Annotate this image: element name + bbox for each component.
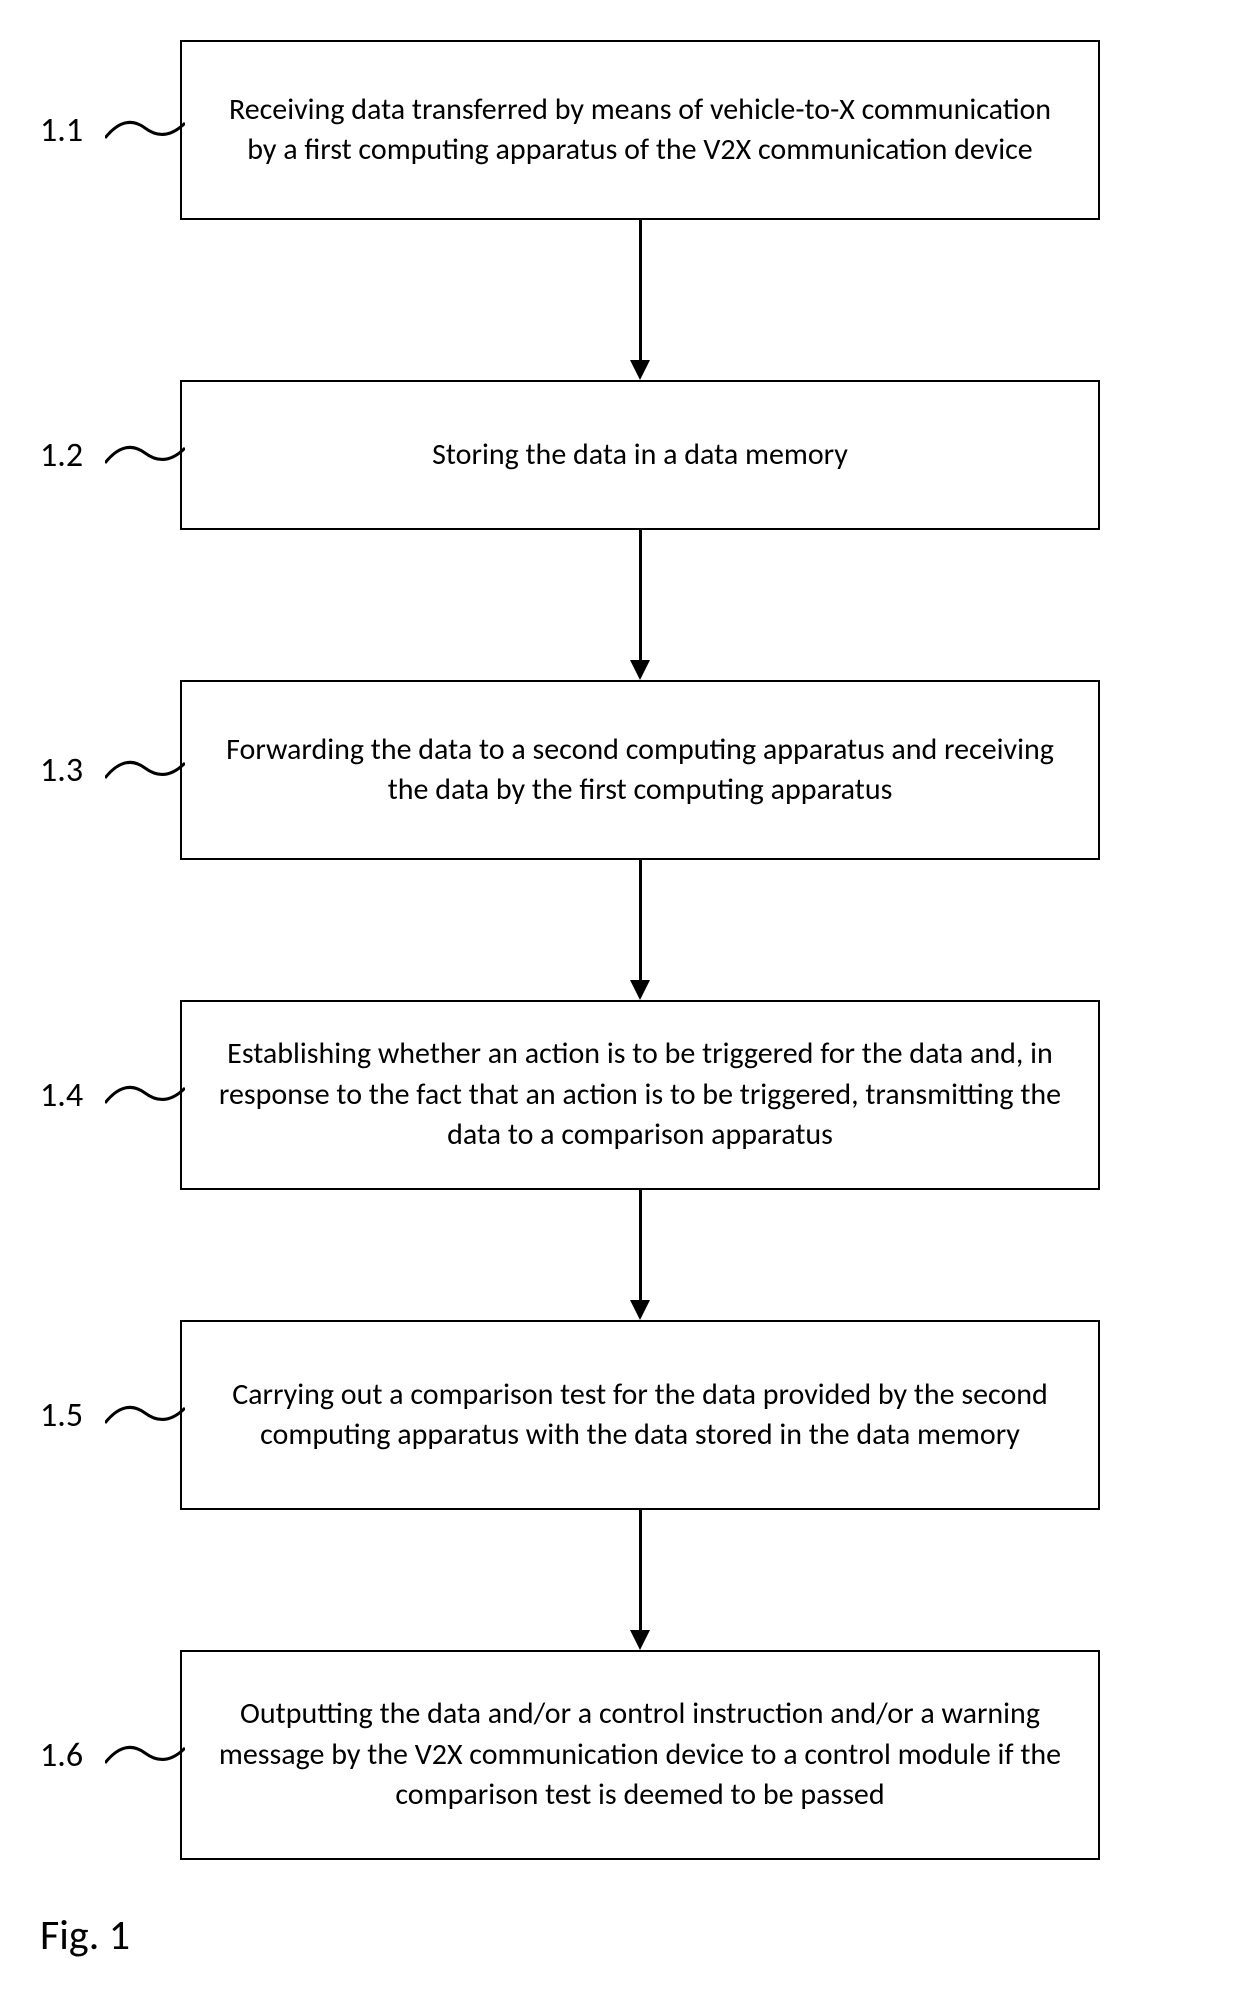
flowchart-canvas: Receiving data transferred by means of v…	[0, 0, 1240, 1996]
flowchart-node: Outputting the data and/or a control ins…	[180, 1650, 1100, 1860]
step-label: 1.6	[40, 1735, 83, 1776]
flowchart-node-text: Carrying out a comparison test for the d…	[212, 1375, 1068, 1456]
flowchart-node-text: Outputting the data and/or a control ins…	[212, 1694, 1068, 1816]
step-label: 1.4	[40, 1075, 83, 1116]
swoosh-connector	[105, 1073, 185, 1118]
arrow-head-icon	[630, 1630, 650, 1650]
flowchart-node: Carrying out a comparison test for the d…	[180, 1320, 1100, 1510]
swoosh-connector	[105, 108, 185, 153]
arrow-line	[639, 220, 642, 360]
step-label: 1.2	[40, 435, 83, 476]
arrow-line	[639, 1190, 642, 1300]
flowchart-node: Establishing whether an action is to be …	[180, 1000, 1100, 1190]
flowchart-node-text: Receiving data transferred by means of v…	[212, 90, 1068, 171]
arrow-line	[639, 530, 642, 660]
arrow-head-icon	[630, 1300, 650, 1320]
swoosh-connector	[105, 1733, 185, 1778]
flowchart-node: Forwarding the data to a second computin…	[180, 680, 1100, 860]
step-label: 1.1	[40, 110, 83, 151]
swoosh-connector	[105, 748, 185, 793]
flowchart-node: Storing the data in a data memory	[180, 380, 1100, 530]
flowchart-node: Receiving data transferred by means of v…	[180, 40, 1100, 220]
arrow-head-icon	[630, 660, 650, 680]
arrow-line	[639, 860, 642, 980]
figure-label: Fig. 1	[40, 1910, 130, 1961]
flowchart-node-text: Storing the data in a data memory	[432, 435, 848, 476]
arrow-head-icon	[630, 360, 650, 380]
step-label: 1.5	[40, 1395, 83, 1436]
flowchart-node-text: Forwarding the data to a second computin…	[212, 730, 1068, 811]
swoosh-connector	[105, 1393, 185, 1438]
arrow-head-icon	[630, 980, 650, 1000]
swoosh-connector	[105, 433, 185, 478]
step-label: 1.3	[40, 750, 83, 791]
arrow-line	[639, 1510, 642, 1630]
flowchart-node-text: Establishing whether an action is to be …	[212, 1034, 1068, 1156]
